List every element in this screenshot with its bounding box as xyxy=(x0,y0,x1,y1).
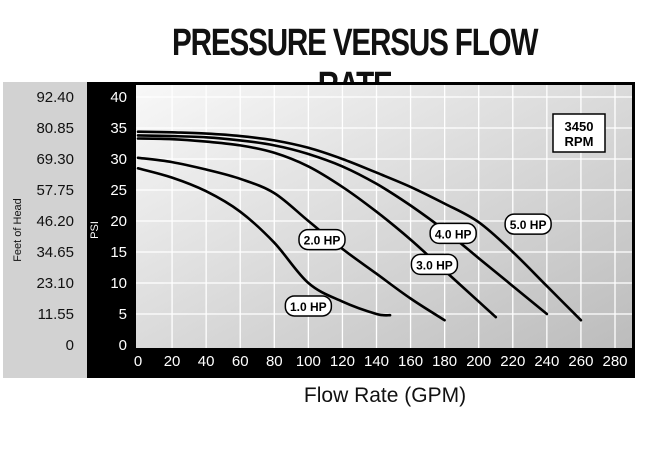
x-tick-label: 160 xyxy=(398,353,423,370)
series-label-3-0-hp: 3.0 HP xyxy=(410,253,459,276)
secondary-y-tick-label: 34.65 xyxy=(36,244,74,261)
y-tick-label: 10 xyxy=(110,275,127,292)
secondary-y-tick-label: 92.40 xyxy=(36,89,74,106)
y-axis-label: PSI xyxy=(89,221,101,239)
x-tick-label: 80 xyxy=(266,353,283,370)
rpm-annotation-line1: 3450 xyxy=(565,119,594,134)
grid-lines xyxy=(136,85,632,348)
series-label-box xyxy=(284,295,333,317)
series-label-box xyxy=(504,213,552,235)
series-label-4-0-hp: 4.0 HP xyxy=(429,222,477,245)
x-tick-label: 280 xyxy=(602,353,627,370)
y-tick-label: 40 xyxy=(110,89,127,106)
y-tick-label: 30 xyxy=(110,151,127,168)
x-tick-label: 220 xyxy=(500,353,525,370)
x-tick-label: 260 xyxy=(568,353,593,370)
series-label-1-0-hp: 1.0 HP xyxy=(284,295,333,317)
series-line-1-0-hp xyxy=(136,167,392,317)
secondary-y-tick-label: 69.30 xyxy=(36,151,74,168)
secondary-y-tick-label: 23.10 xyxy=(36,275,74,292)
x-tick-label: 240 xyxy=(534,353,559,370)
x-tick-label: 180 xyxy=(432,353,457,370)
y-tick-label: 25 xyxy=(110,182,127,199)
secondary-y-tick-label: 80.85 xyxy=(36,120,74,137)
x-axis-label: Flow Rate (GPM) xyxy=(304,384,466,407)
series-line-2-0-hp xyxy=(136,156,446,322)
secondary-y-tick-label: 46.20 xyxy=(36,213,74,230)
y-tick-label: 35 xyxy=(110,120,127,137)
x-tick-label: 140 xyxy=(364,353,389,370)
series-label-text: 5.0 HP xyxy=(510,218,547,232)
series-label-box xyxy=(429,222,477,245)
x-tick-labels: 0 20 40 60 80 100 120 140 160 180 200 220 240 260 280 xyxy=(134,353,628,370)
series-label-2-0-hp: 2.0 HP xyxy=(298,228,346,251)
y-tick-label: 5 xyxy=(119,306,127,323)
secondary-y-tick-label: 0 xyxy=(66,337,74,354)
rpm-annotation-line2: RPM xyxy=(565,134,594,149)
y-tick-labels: 0 5 10 15 20 25 30 35 40 xyxy=(110,89,127,354)
series-labels: 1.0 HP 2.0 HP 3.0 HP 4.0 HP 5.0 HP xyxy=(284,213,552,317)
series-label-box xyxy=(298,228,346,251)
x-tick-label: 100 xyxy=(296,353,321,370)
y-tick-label: 15 xyxy=(110,244,127,261)
y-tick-label: 0 xyxy=(119,337,127,354)
series-line-5-0-hp xyxy=(136,130,583,322)
x-tick-label: 60 xyxy=(232,353,249,370)
series-label-5-0-hp: 5.0 HP xyxy=(504,213,552,235)
x-tick-label: 200 xyxy=(466,353,491,370)
secondary-axis-panel xyxy=(3,82,87,378)
secondary-y-tick-label: 57.75 xyxy=(36,182,74,199)
secondary-y-axis-label: Feet of Head xyxy=(12,198,24,262)
series-line-4-0-hp xyxy=(136,134,549,316)
x-tick-label: 0 xyxy=(134,353,142,370)
rpm-annotation: 3450 RPM xyxy=(552,113,606,153)
x-tick-label: 40 xyxy=(198,353,215,370)
secondary-y-tick-labels: 0 11.55 23.10 34.65 46.20 57.75 69.30 80.85 92.4… xyxy=(36,89,74,354)
series-label-text: 2.0 HP xyxy=(304,234,341,248)
series-label-text: 4.0 HP xyxy=(435,227,472,241)
secondary-y-tick-label: 11.55 xyxy=(38,306,74,323)
y-tick-label: 20 xyxy=(110,213,127,230)
series-label-text: 3.0 HP xyxy=(416,258,453,272)
series-label-box xyxy=(410,253,459,276)
x-tick-label: 120 xyxy=(330,353,355,370)
series-label-text: 1.0 HP xyxy=(290,300,327,314)
x-tick-label: 20 xyxy=(164,353,181,370)
